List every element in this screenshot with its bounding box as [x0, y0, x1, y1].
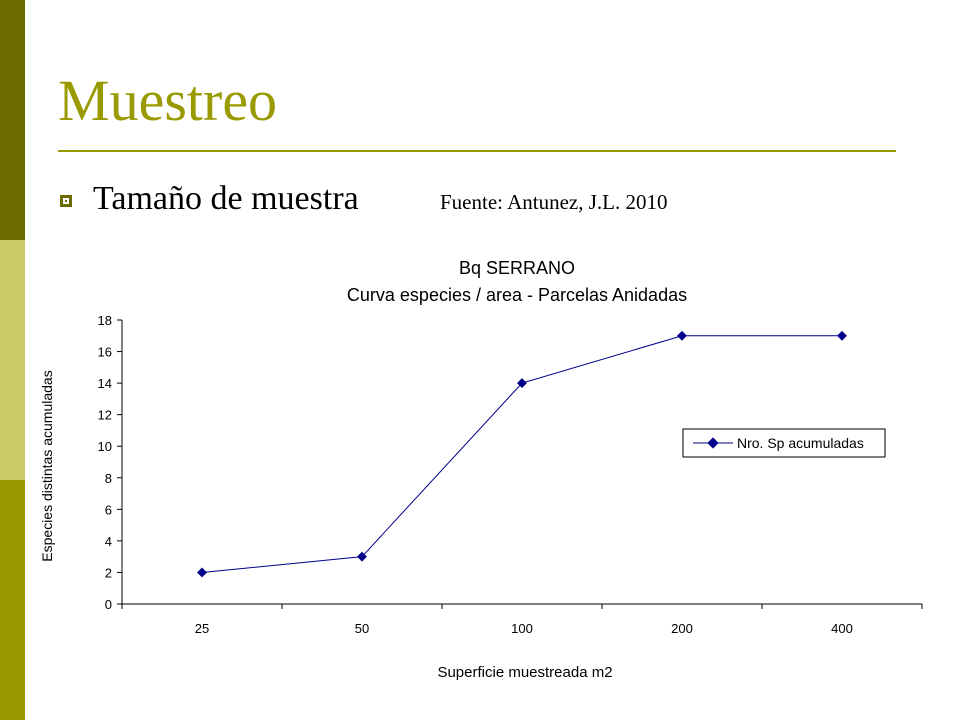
data-point [677, 330, 687, 341]
x-tick-label: 50 [355, 621, 369, 636]
chart-subtitle: Curva especies / area - Parcelas Anidada… [347, 285, 687, 305]
y-tick-label: 2 [105, 565, 112, 580]
series-group [197, 330, 847, 578]
legend-label: Nro. Sp acumuladas [737, 435, 864, 451]
x-ticks: 25 50 100 200 400 [121, 604, 923, 636]
x-tick-label: 400 [831, 621, 853, 636]
square-bullet-icon [60, 195, 72, 207]
y-tick-label: 0 [105, 597, 112, 612]
x-axis-label: Superficie muestreada m2 [437, 664, 612, 681]
y-ticks: 0 2 4 6 8 10 12 14 16 18 [98, 313, 122, 612]
y-tick-label: 10 [98, 439, 112, 454]
title-underline [58, 150, 896, 152]
source-citation: Fuente: Antunez, J.L. 2010 [440, 190, 668, 214]
y-tick-label: 12 [98, 408, 112, 423]
data-point [357, 551, 367, 562]
y-tick-label: 14 [98, 376, 112, 391]
data-point [197, 567, 207, 578]
y-tick-label: 8 [105, 471, 112, 486]
data-point [837, 330, 847, 341]
legend-marker-swatch [707, 437, 719, 449]
sidebar-block-top [0, 0, 25, 240]
y-axis-label: Especies distintas acumuladas [39, 370, 55, 561]
y-tick-label: 18 [98, 313, 112, 328]
y-tick-label: 4 [105, 534, 112, 549]
data-point [517, 378, 527, 389]
sidebar-block-bottom [0, 480, 25, 720]
bullet-text: Tamaño de muestra [93, 180, 359, 217]
chart-title: Bq SERRANO [459, 258, 575, 278]
x-tick-label: 25 [195, 621, 209, 636]
y-tick-label: 6 [105, 502, 112, 517]
y-tick-label: 16 [98, 345, 112, 360]
slide-title: Muestreo [58, 68, 278, 133]
x-tick-label: 200 [671, 621, 693, 636]
sidebar-stripe [0, 0, 25, 720]
x-tick-label: 100 [511, 621, 533, 636]
sidebar-block-middle [0, 240, 25, 480]
legend: Nro. Sp acumuladas [682, 428, 886, 458]
